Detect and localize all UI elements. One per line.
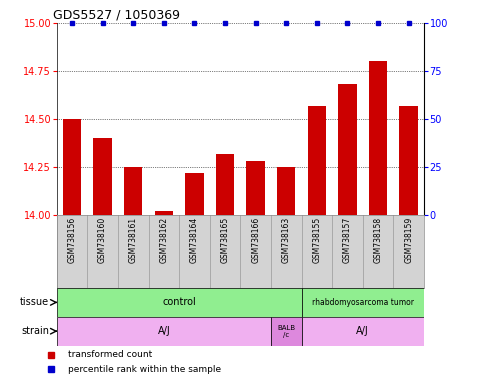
- Bar: [216, 154, 234, 215]
- Text: transformed count: transformed count: [68, 350, 152, 359]
- Text: GSM738166: GSM738166: [251, 217, 260, 263]
- Text: GSM738157: GSM738157: [343, 217, 352, 263]
- Bar: [277, 167, 295, 215]
- Text: GSM738158: GSM738158: [374, 217, 383, 263]
- Bar: [185, 173, 204, 215]
- Bar: [302, 288, 424, 317]
- Text: GSM738159: GSM738159: [404, 217, 413, 263]
- Text: rhabdomyosarcoma tumor: rhabdomyosarcoma tumor: [312, 298, 414, 307]
- Text: A/J: A/J: [157, 326, 170, 336]
- Bar: [94, 138, 112, 215]
- Bar: [57, 288, 302, 317]
- Bar: [338, 84, 356, 215]
- Text: percentile rank within the sample: percentile rank within the sample: [68, 364, 221, 374]
- Text: GSM738160: GSM738160: [98, 217, 107, 263]
- Text: GSM738165: GSM738165: [220, 217, 230, 263]
- Text: A/J: A/J: [356, 326, 369, 336]
- Text: GSM738156: GSM738156: [68, 217, 76, 263]
- Bar: [308, 106, 326, 215]
- Bar: [57, 317, 271, 346]
- Bar: [155, 211, 173, 215]
- Text: control: control: [162, 297, 196, 308]
- Text: GSM738162: GSM738162: [159, 217, 168, 263]
- Text: GDS5527 / 1050369: GDS5527 / 1050369: [53, 9, 180, 22]
- Bar: [399, 106, 418, 215]
- Text: strain: strain: [21, 326, 49, 336]
- Text: GSM738164: GSM738164: [190, 217, 199, 263]
- Bar: [246, 161, 265, 215]
- Bar: [369, 61, 387, 215]
- Bar: [63, 119, 81, 215]
- Bar: [271, 317, 302, 346]
- Text: BALB
/c: BALB /c: [277, 325, 295, 338]
- Bar: [302, 317, 424, 346]
- Text: GSM738155: GSM738155: [313, 217, 321, 263]
- Text: GSM738161: GSM738161: [129, 217, 138, 263]
- Text: tissue: tissue: [20, 297, 49, 308]
- Bar: [124, 167, 142, 215]
- Text: GSM738163: GSM738163: [282, 217, 291, 263]
